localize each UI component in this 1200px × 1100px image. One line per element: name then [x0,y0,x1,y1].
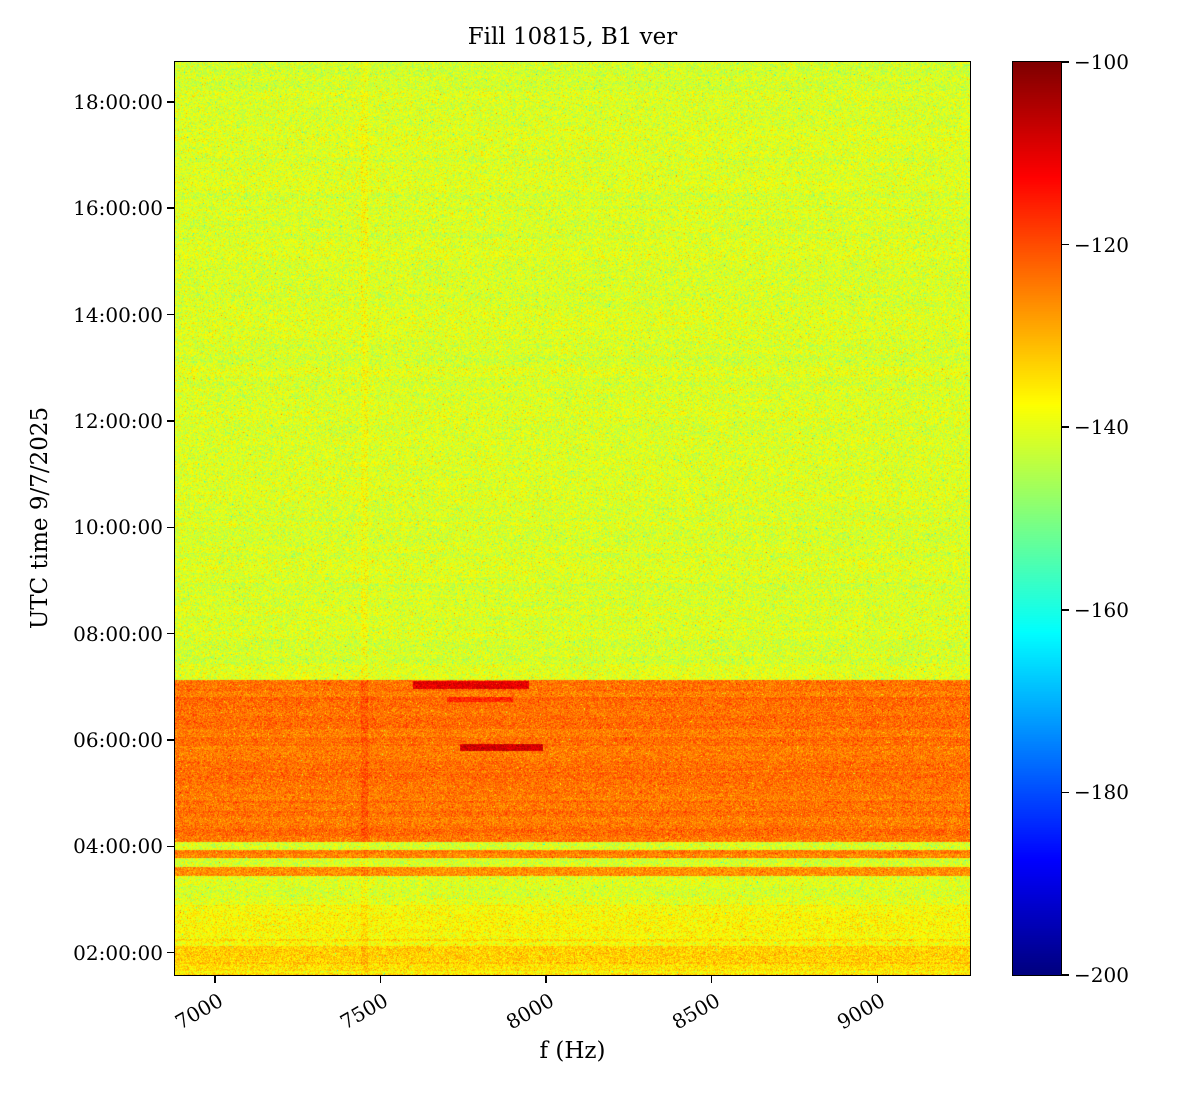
x-tick-mark [876,976,878,983]
y-tick-mark [167,951,174,954]
x-tick-mark [379,976,382,983]
y-tick-label: 02:00:00 [73,940,163,965]
y-tick-label: 08:00:00 [73,621,163,646]
x-tick-mark [545,976,547,983]
y-tick-label: 18:00:00 [73,89,163,114]
y-tick-mark [167,739,174,741]
y-tick-label: 06:00:00 [73,727,163,752]
x-tick-mark [214,976,216,983]
colorbar-tick-mark [1062,61,1069,63]
y-tick-mark [167,313,174,316]
y-tick-mark [167,101,174,103]
colorbar-tick-label: −160 [1074,597,1129,622]
colorbar-tick-label: −140 [1074,415,1129,440]
y-tick-mark [167,845,174,848]
colorbar-tick-mark [1062,426,1069,428]
y-axis-label: UTC time 9/7/2025 [27,406,53,630]
colorbar-tick-mark [1062,974,1069,976]
y-tick-label: 12:00:00 [73,408,163,433]
y-tick-label: 04:00:00 [73,834,163,859]
y-tick-label: 10:00:00 [73,515,163,540]
colorbar-tick-label: −100 [1074,50,1129,74]
x-tick-mark [710,976,713,983]
heatmap-canvas [174,61,971,976]
y-tick-mark [167,420,174,422]
y-tick-mark [167,526,174,529]
y-tick-label: 16:00:00 [73,196,163,221]
y-tick-mark [167,632,174,635]
colorbar-tick-label: −200 [1074,963,1129,987]
colorbar-tick-label: −120 [1074,232,1129,257]
colorbar-tick-mark [1062,791,1069,794]
x-axis-label: f (Hz) [539,1038,606,1064]
chart-title: Fill 10815, B1 ver [467,24,678,50]
colorbar-tick-mark [1062,243,1069,246]
y-tick-mark [167,207,174,209]
colorbar-tick-label: −180 [1074,780,1129,805]
y-tick-label: 14:00:00 [73,302,163,327]
colorbar-tick-mark [1062,609,1069,611]
colorbar-canvas [1012,61,1062,976]
